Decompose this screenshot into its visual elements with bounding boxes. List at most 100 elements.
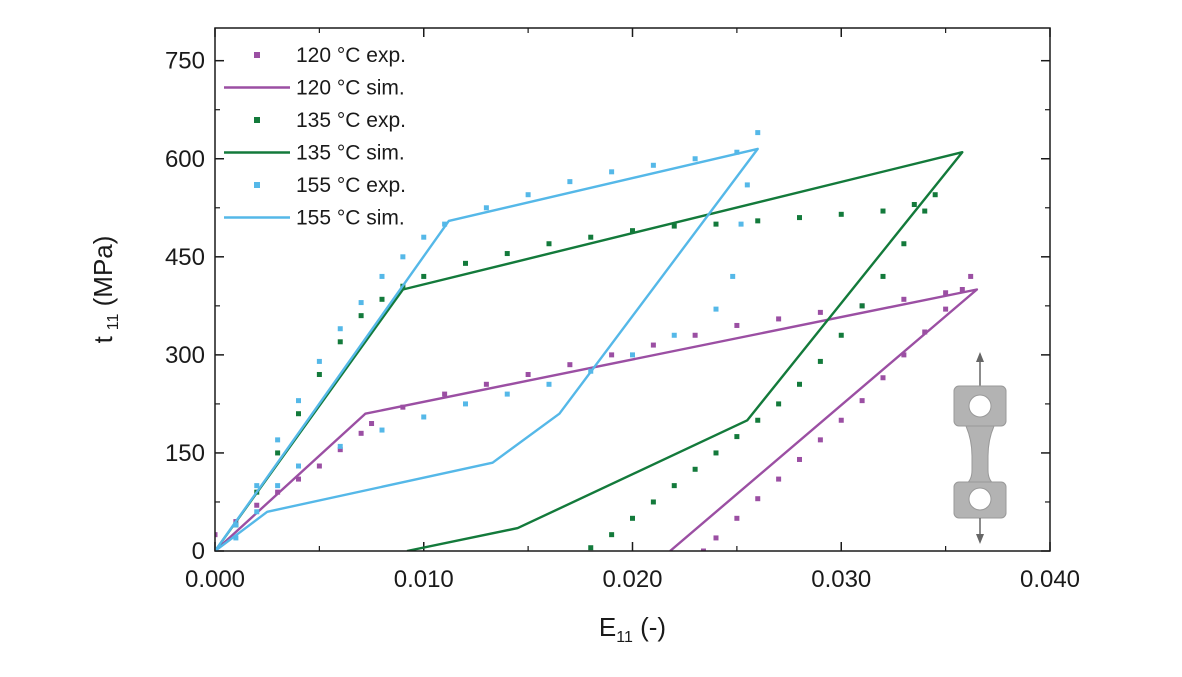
data-point	[943, 290, 949, 296]
data-point	[567, 179, 573, 185]
data-point	[609, 352, 615, 358]
y-axis-title: t 11 (MPa)	[88, 236, 122, 344]
data-point	[483, 205, 489, 211]
data-point	[671, 483, 677, 489]
data-point	[755, 496, 761, 502]
data-point	[358, 313, 364, 319]
data-point	[776, 401, 782, 407]
data-point	[692, 332, 698, 338]
data-point	[755, 130, 761, 136]
data-point	[254, 483, 260, 489]
y-axis-title-main: t	[88, 335, 118, 343]
y-tick-label: 0	[192, 538, 205, 565]
data-point	[567, 362, 573, 368]
data-point	[817, 437, 823, 443]
data-point	[650, 162, 656, 168]
data-point	[968, 273, 974, 279]
data-point	[296, 411, 301, 417]
data-point	[943, 306, 949, 312]
legend-item: 135 °C sim.	[224, 142, 405, 165]
legend-item: 155 °C exp.	[254, 174, 406, 197]
tick-labels: 0.000 0.010 0.020 0.030 0.040 0 150 300 450 600 75…	[165, 48, 1080, 593]
legend-item: 120 °C exp.	[254, 44, 406, 67]
data-point	[671, 332, 677, 338]
x-axis-title-unit: (-)	[633, 612, 666, 642]
y-axis-title-unit: (MPa)	[88, 236, 118, 314]
data-point	[546, 241, 552, 247]
data-point	[337, 447, 343, 453]
data-point	[504, 391, 510, 397]
legend-marker-swatch	[254, 182, 260, 188]
y-axis-title-subscript: 11	[105, 313, 122, 330]
data-point	[880, 208, 886, 214]
data-point	[525, 192, 531, 198]
specimen-image	[953, 352, 1007, 544]
data-point	[379, 427, 385, 433]
series-line	[215, 150, 964, 551]
series-layer	[215, 130, 979, 551]
x-axis-title-main: E	[599, 612, 616, 642]
data-point	[734, 434, 740, 440]
data-point	[379, 296, 385, 302]
data-point	[588, 234, 594, 240]
data-point	[959, 287, 965, 292]
data-point	[275, 437, 281, 443]
x-tick-label: 0.040	[1020, 566, 1080, 593]
series-5	[215, 147, 759, 551]
legend-label: 155 °C sim.	[296, 207, 405, 230]
data-point	[692, 156, 698, 162]
y-tick-label: 300	[165, 342, 205, 369]
data-point	[609, 169, 615, 175]
data-point	[254, 509, 260, 515]
data-point	[358, 300, 364, 306]
data-point	[734, 149, 740, 155]
data-point	[400, 254, 406, 260]
legend-label: 155 °C exp.	[296, 174, 406, 197]
legend-item: 135 °C exp.	[254, 109, 406, 132]
series-3	[215, 150, 964, 551]
data-point	[755, 417, 761, 423]
data-point	[734, 322, 740, 328]
data-point	[296, 476, 301, 482]
data-point	[442, 391, 448, 397]
data-point	[922, 329, 928, 335]
data-point	[901, 241, 907, 247]
data-point	[797, 215, 802, 221]
data-point	[215, 532, 218, 538]
data-point	[911, 202, 917, 208]
data-point	[859, 398, 865, 404]
data-point	[609, 532, 615, 538]
legend: 120 °C exp. 120 °C sim. 135 °C exp. 135 °C …	[224, 44, 406, 230]
data-point	[744, 182, 750, 188]
y-tick-label: 450	[165, 244, 205, 271]
data-point	[316, 463, 322, 469]
x-tick-label: 0.020	[602, 566, 662, 593]
data-point	[233, 522, 239, 528]
data-point	[358, 430, 364, 436]
data-point	[776, 316, 782, 322]
data-point	[838, 211, 844, 217]
data-point	[504, 251, 510, 257]
legend-item: 155 °C sim.	[224, 207, 405, 230]
y-tick-label: 750	[165, 48, 205, 75]
legend-item: 120 °C sim.	[224, 77, 405, 100]
data-point	[734, 515, 740, 521]
data-point	[275, 489, 281, 495]
x-tick-label: 0.000	[185, 566, 245, 593]
data-point	[692, 466, 698, 472]
x-tick-label: 0.030	[811, 566, 871, 593]
legend-marker-swatch	[254, 117, 260, 123]
data-point	[442, 221, 448, 227]
data-point	[755, 218, 761, 224]
data-point	[588, 545, 594, 551]
data-point	[630, 228, 635, 234]
data-point	[421, 234, 427, 240]
x-axis-title: E11 (-)	[599, 612, 666, 646]
data-point	[713, 221, 719, 227]
data-point	[838, 332, 844, 338]
data-point	[901, 296, 907, 302]
data-point	[838, 417, 844, 423]
data-point	[254, 502, 260, 508]
data-point	[797, 381, 802, 387]
data-point	[630, 515, 635, 521]
